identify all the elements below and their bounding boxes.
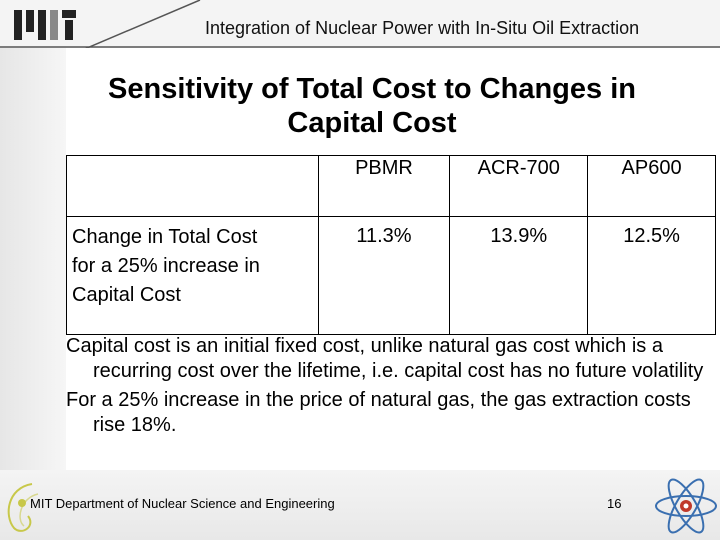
row-label: Change in Total Cost for a 25% increase … xyxy=(66,216,319,335)
footer-department: MIT Department of Nuclear Science and En… xyxy=(30,496,335,511)
table-header-row: PBMR ACR-700 AP600 xyxy=(66,155,716,217)
bullet-item: Capital cost is an initial fixed cost, u… xyxy=(66,335,704,382)
footer-bullet-dot xyxy=(18,499,26,507)
slide-title: Sensitivity of Total Cost to Changes in … xyxy=(66,72,678,140)
page-number: 16 xyxy=(607,496,622,511)
column-header-pbmr: PBMR xyxy=(317,155,451,217)
bullet-list: Capital cost is an initial fixed cost, u… xyxy=(66,334,716,442)
atom-icon xyxy=(655,478,717,534)
slide-title-line-2: Capital Cost xyxy=(287,107,457,139)
header-band xyxy=(0,0,720,48)
row-label-line-2: for a 25% increase in xyxy=(72,255,260,277)
row-label-line-1: Change in Total Cost xyxy=(72,226,258,248)
mit-logo xyxy=(14,10,76,40)
swirl-decoration-icon xyxy=(7,483,39,532)
header-title: Integration of Nuclear Power with In-Sit… xyxy=(205,18,640,38)
value-pbmr: 11.3% xyxy=(317,216,451,335)
footer-band xyxy=(0,470,720,540)
slide-title-line-1: Sensitivity of Total Cost to Changes in xyxy=(108,73,636,105)
column-header-acr700: ACR-700 xyxy=(449,155,589,217)
header-decoration xyxy=(0,0,720,48)
column-header-ap600: AP600 xyxy=(587,155,716,217)
left-background-band xyxy=(0,0,66,540)
row-label-line-3: Capital Cost xyxy=(72,284,181,306)
value-ap600: 12.5% xyxy=(587,216,716,335)
value-acr700: 13.9% xyxy=(449,216,589,335)
bullet-item: For a 25% increase in the price of natur… xyxy=(66,389,691,436)
cost-sensitivity-table: PBMR ACR-700 AP600 Change in Total Cost … xyxy=(66,155,716,335)
table-corner-cell xyxy=(66,155,319,217)
table-row: Change in Total Cost for a 25% increase … xyxy=(66,216,716,335)
